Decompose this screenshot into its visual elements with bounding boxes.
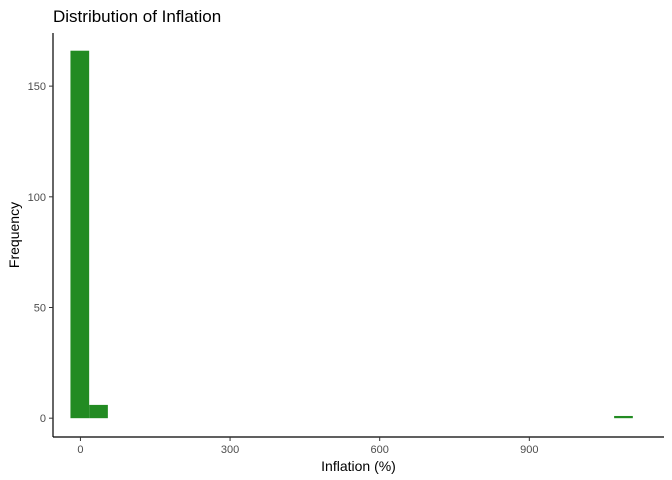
histogram-bar-0 bbox=[70, 50, 90, 419]
x-tick-label: 0 bbox=[77, 444, 83, 456]
y-tick-label: 0 bbox=[40, 413, 46, 425]
histogram-bar-2 bbox=[614, 415, 633, 419]
y-tick-label: 50 bbox=[34, 302, 46, 314]
y-tick-label: 100 bbox=[28, 192, 46, 204]
y-tick-label: 150 bbox=[28, 81, 46, 93]
x-axis-ticks: 0 300 600 900 bbox=[77, 437, 539, 456]
x-axis-title: Inflation (%) bbox=[321, 458, 396, 474]
chart-title: Distribution of Inflation bbox=[53, 7, 221, 26]
x-tick-label: 900 bbox=[520, 444, 538, 456]
y-axis-ticks: 0 50 100 150 bbox=[28, 81, 53, 425]
x-tick-label: 600 bbox=[371, 444, 389, 456]
y-axis-title: Frequency bbox=[6, 202, 22, 268]
bars-group bbox=[70, 50, 633, 419]
histogram-bar-1 bbox=[89, 404, 108, 419]
x-tick-label: 300 bbox=[221, 444, 239, 456]
